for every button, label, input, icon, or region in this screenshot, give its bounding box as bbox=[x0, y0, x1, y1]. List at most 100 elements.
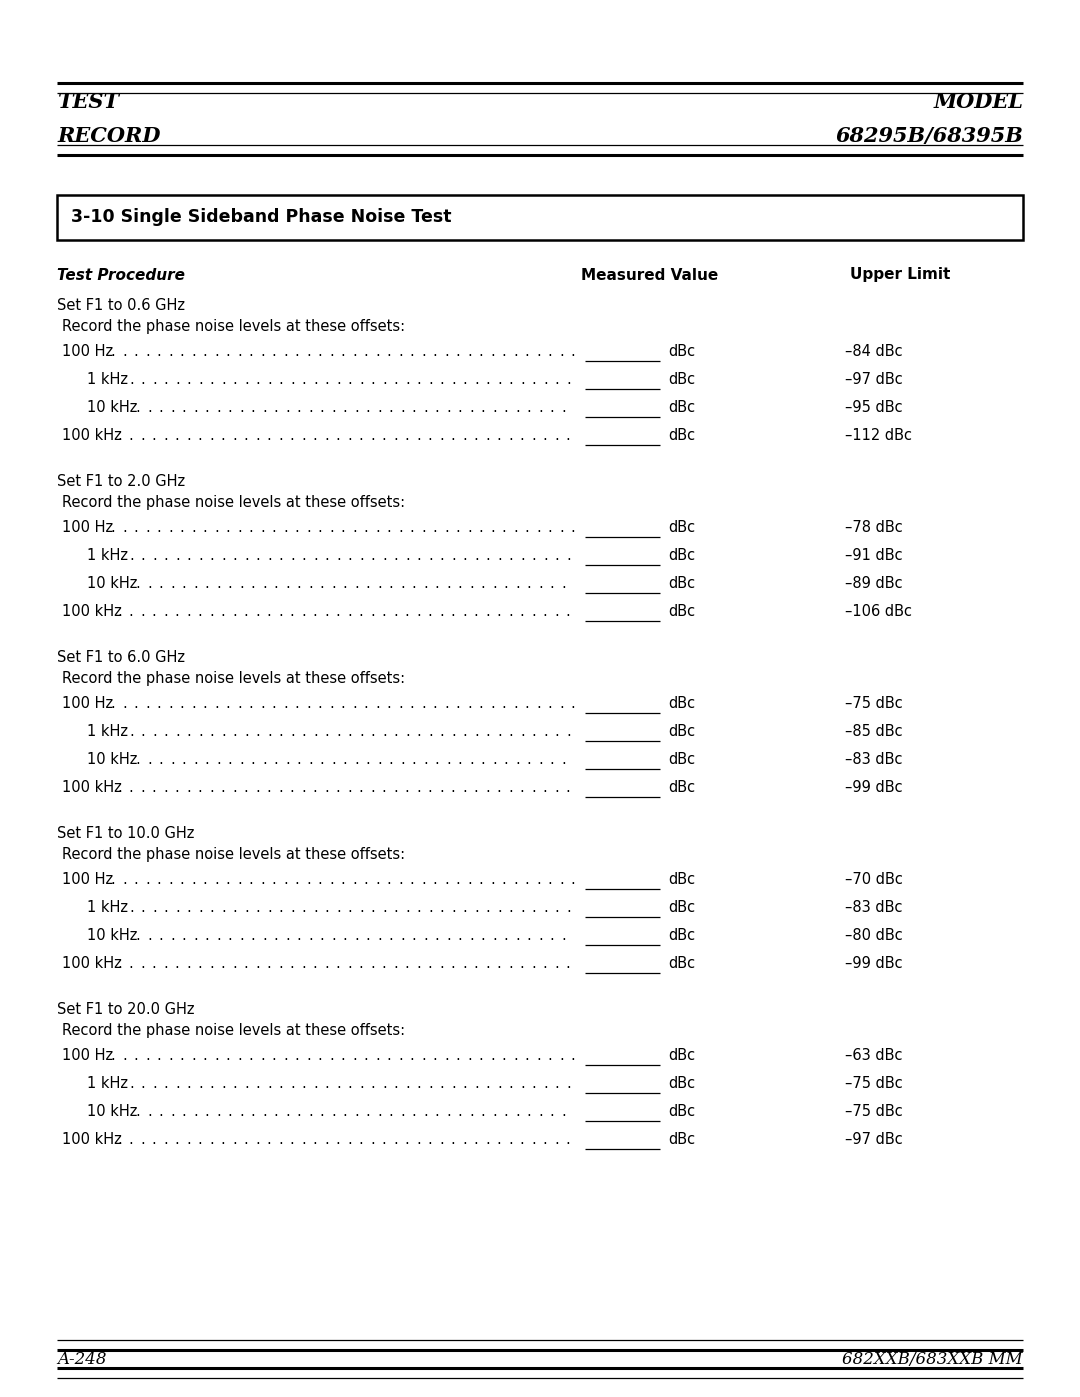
Text: .: . bbox=[428, 1076, 433, 1091]
Text: .: . bbox=[163, 1132, 167, 1147]
Text: .: . bbox=[251, 928, 255, 943]
Text: .: . bbox=[210, 900, 214, 915]
Text: .: . bbox=[421, 696, 426, 711]
Text: .: . bbox=[440, 427, 444, 443]
Text: .: . bbox=[513, 872, 518, 887]
Text: 100 kHz: 100 kHz bbox=[62, 780, 122, 795]
Text: .: . bbox=[478, 872, 484, 887]
Text: .: . bbox=[181, 400, 187, 415]
Text: .: . bbox=[417, 724, 421, 739]
Text: .: . bbox=[411, 576, 417, 591]
Text: .: . bbox=[360, 548, 364, 563]
Text: .: . bbox=[312, 1132, 318, 1147]
Text: .: . bbox=[324, 1132, 329, 1147]
Text: .: . bbox=[122, 872, 126, 887]
Text: –75 dBc: –75 dBc bbox=[845, 1104, 903, 1119]
Text: .: . bbox=[336, 548, 341, 563]
Text: .: . bbox=[387, 344, 391, 359]
Text: .: . bbox=[210, 427, 214, 443]
Text: 100 kHz: 100 kHz bbox=[62, 604, 122, 619]
Text: .: . bbox=[400, 1104, 405, 1119]
Text: .: . bbox=[157, 1048, 161, 1063]
Text: .: . bbox=[342, 752, 348, 767]
Text: .: . bbox=[513, 520, 518, 535]
Text: .: . bbox=[538, 576, 543, 591]
Text: dBc: dBc bbox=[669, 1076, 696, 1091]
Text: .: . bbox=[370, 427, 375, 443]
Text: .: . bbox=[519, 956, 525, 971]
Text: .: . bbox=[179, 696, 185, 711]
Text: Record the phase noise levels at these offsets:: Record the phase noise levels at these o… bbox=[62, 496, 405, 510]
Text: .: . bbox=[513, 344, 518, 359]
Text: TEST: TEST bbox=[57, 92, 119, 112]
Text: .: . bbox=[492, 400, 497, 415]
Text: dBc: dBc bbox=[669, 548, 696, 563]
Text: .: . bbox=[548, 696, 552, 711]
Text: .: . bbox=[515, 928, 519, 943]
Text: .: . bbox=[364, 696, 368, 711]
Text: .: . bbox=[393, 900, 399, 915]
Text: .: . bbox=[129, 604, 133, 619]
Text: .: . bbox=[248, 872, 254, 887]
Text: .: . bbox=[145, 520, 150, 535]
Text: .: . bbox=[340, 872, 346, 887]
Text: .: . bbox=[214, 696, 219, 711]
Text: .: . bbox=[434, 752, 440, 767]
Text: .: . bbox=[117, 604, 122, 619]
Text: .: . bbox=[474, 548, 478, 563]
Text: .: . bbox=[147, 400, 152, 415]
Text: .: . bbox=[226, 520, 230, 535]
Text: .: . bbox=[352, 520, 356, 535]
Text: .: . bbox=[324, 604, 329, 619]
Text: .: . bbox=[244, 548, 248, 563]
Text: .: . bbox=[336, 604, 340, 619]
Text: .: . bbox=[171, 928, 175, 943]
Text: .: . bbox=[272, 344, 276, 359]
Text: .: . bbox=[399, 344, 403, 359]
Text: .: . bbox=[486, 548, 490, 563]
Text: .: . bbox=[543, 1076, 548, 1091]
Text: .: . bbox=[521, 724, 525, 739]
Text: .: . bbox=[134, 520, 138, 535]
Text: .: . bbox=[308, 752, 313, 767]
Text: .: . bbox=[428, 900, 433, 915]
Text: .: . bbox=[456, 1048, 460, 1063]
Text: .: . bbox=[559, 1048, 564, 1063]
Text: .: . bbox=[478, 520, 484, 535]
Text: .: . bbox=[171, 400, 175, 415]
Text: .: . bbox=[446, 1104, 450, 1119]
Text: .: . bbox=[497, 372, 502, 387]
Text: .: . bbox=[393, 956, 397, 971]
Text: Measured Value: Measured Value bbox=[581, 267, 718, 282]
Text: .: . bbox=[140, 956, 145, 971]
Text: .: . bbox=[428, 548, 433, 563]
Text: .: . bbox=[485, 1132, 490, 1147]
Text: .: . bbox=[389, 752, 393, 767]
Text: .: . bbox=[347, 1132, 352, 1147]
Text: .: . bbox=[312, 956, 318, 971]
Text: 1 kHz: 1 kHz bbox=[87, 724, 129, 739]
Text: .: . bbox=[260, 1048, 265, 1063]
Text: .: . bbox=[238, 696, 242, 711]
Text: .: . bbox=[566, 427, 570, 443]
Text: .: . bbox=[255, 604, 260, 619]
Text: .: . bbox=[501, 520, 507, 535]
Text: .: . bbox=[301, 1076, 307, 1091]
Text: .: . bbox=[214, 344, 219, 359]
Text: Set F1 to 2.0 GHz: Set F1 to 2.0 GHz bbox=[57, 474, 185, 489]
Text: .: . bbox=[559, 520, 564, 535]
Text: .: . bbox=[295, 872, 299, 887]
Text: 100 kHz: 100 kHz bbox=[62, 956, 122, 971]
Text: .: . bbox=[521, 1076, 525, 1091]
Text: .: . bbox=[244, 1076, 248, 1091]
Text: .: . bbox=[409, 696, 415, 711]
Text: .: . bbox=[503, 400, 509, 415]
Text: .: . bbox=[359, 956, 363, 971]
Text: .: . bbox=[256, 548, 260, 563]
Text: dBc: dBc bbox=[669, 928, 696, 943]
Text: .: . bbox=[198, 724, 203, 739]
Text: .: . bbox=[538, 928, 543, 943]
Text: .: . bbox=[416, 427, 421, 443]
Text: .: . bbox=[375, 520, 380, 535]
Text: .: . bbox=[308, 928, 313, 943]
